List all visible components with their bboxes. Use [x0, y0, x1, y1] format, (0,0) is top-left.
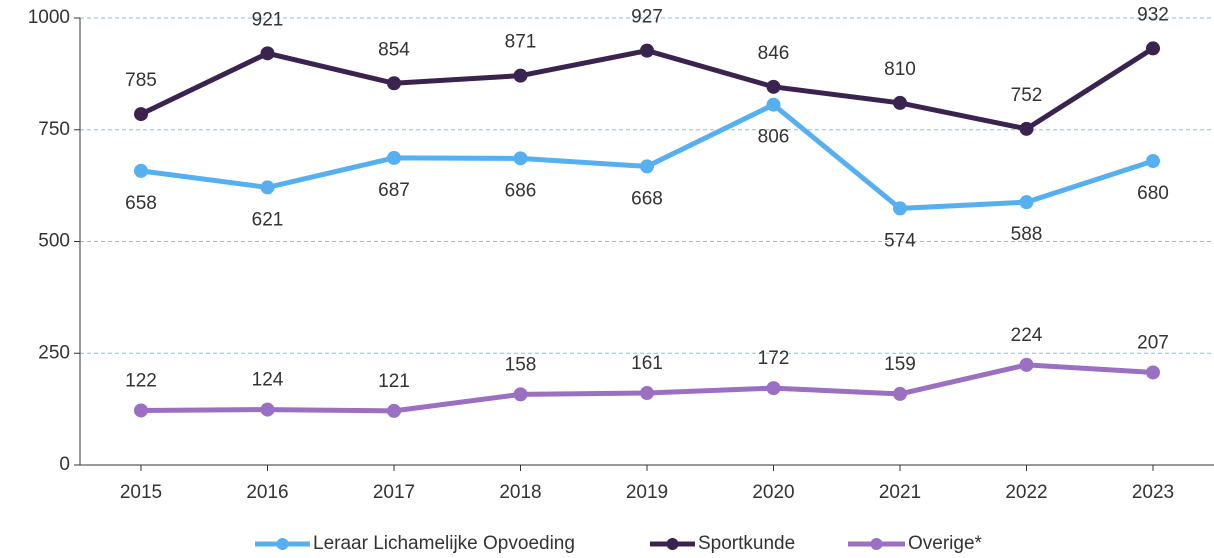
data-label: 680: [1137, 183, 1169, 204]
data-point: [1019, 121, 1034, 136]
data-point: [513, 387, 528, 402]
legend-label: Sportkunde: [698, 533, 795, 554]
data-label: 871: [505, 32, 537, 53]
y-tick-label: 750: [38, 119, 70, 140]
x-tick-label: 2015: [120, 482, 162, 503]
data-point: [387, 150, 401, 165]
data-point: [134, 163, 148, 178]
series-line: [139, 46, 1155, 132]
data-point: [640, 159, 654, 174]
data-point: [260, 46, 275, 61]
y-tick-label: 0: [59, 454, 70, 475]
data-label: 172: [758, 348, 790, 369]
data-label: 121: [378, 371, 410, 392]
data-label: 752: [1011, 85, 1043, 106]
legend-marker: [666, 538, 679, 550]
data-label: 921: [252, 9, 284, 30]
data-label: 207: [1137, 332, 1169, 353]
data-point: [1146, 365, 1160, 380]
data-point: [766, 381, 781, 396]
y-tick-label: 1000: [28, 7, 70, 28]
x-tick-label: 2021: [879, 482, 921, 503]
data-point: [1146, 154, 1160, 169]
data-point: [766, 79, 781, 94]
data-label: 932: [1137, 4, 1169, 25]
data-label: 854: [378, 39, 410, 60]
data-point: [387, 403, 401, 418]
legend-marker: [870, 538, 883, 550]
data-point: [513, 68, 528, 83]
y-tick-label: 500: [38, 231, 70, 252]
x-tick-label: 2019: [626, 482, 668, 503]
data-point: [1019, 357, 1034, 372]
legend-label: Overige*: [908, 533, 983, 554]
data-label: 621: [252, 209, 284, 230]
data-label: 159: [884, 354, 916, 375]
data-label: 122: [125, 370, 157, 391]
data-label: 158: [505, 354, 537, 375]
data-point: [1146, 41, 1160, 56]
data-point: [513, 151, 528, 166]
data-point: [387, 76, 401, 91]
x-tick-label: 2020: [752, 482, 794, 503]
x-tick-label: 2017: [373, 482, 415, 503]
data-point: [640, 43, 654, 58]
data-label: 846: [758, 43, 790, 64]
x-tick-label: 2022: [1005, 482, 1047, 503]
data-point: [766, 97, 781, 112]
y-tick-label: 250: [38, 342, 70, 363]
data-point: [260, 402, 275, 417]
data-label: 224: [1011, 325, 1043, 346]
data-label: 785: [125, 70, 157, 91]
data-label: 810: [884, 59, 916, 80]
data-point: [1019, 195, 1034, 210]
data-point: [134, 403, 148, 418]
x-tick-label: 2018: [499, 482, 541, 503]
data-point: [893, 201, 907, 216]
data-label: 927: [631, 7, 663, 28]
legend-label: Leraar Lichamelijke Opvoeding: [313, 533, 575, 554]
legend-marker: [276, 538, 289, 550]
data-point: [893, 95, 907, 110]
data-point: [893, 386, 907, 401]
x-tick-label: 2023: [1132, 482, 1174, 503]
data-label: 124: [252, 370, 284, 391]
data-label: 668: [631, 188, 663, 209]
data-label: 686: [505, 180, 537, 201]
data-point: [260, 180, 275, 195]
data-label: 574: [884, 230, 916, 251]
x-tick-label: 2016: [246, 482, 288, 503]
data-label: 161: [631, 353, 663, 374]
data-point: [640, 386, 654, 401]
data-label: 588: [1011, 224, 1043, 245]
data-label: 658: [125, 193, 157, 214]
data-label: 687: [378, 180, 410, 201]
data-point: [134, 107, 148, 122]
data-label: 806: [758, 127, 790, 148]
